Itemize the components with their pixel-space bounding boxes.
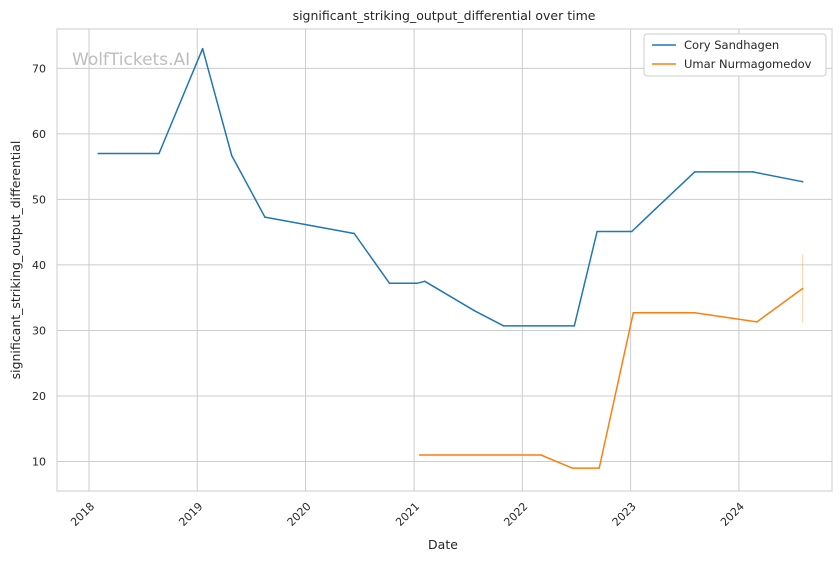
y-tick-label: 70	[32, 62, 46, 75]
data-point-cory-sandhagen	[230, 154, 233, 157]
data-point-cory-sandhagen	[573, 325, 576, 327]
data-point-cory-sandhagen	[596, 230, 598, 233]
data-point-cory-sandhagen	[201, 47, 204, 50]
y-tick-label: 50	[32, 193, 46, 206]
data-point-cory-sandhagen	[630, 230, 633, 233]
data-point-umar-nurmagomedov	[801, 287, 804, 290]
watermark: WolfTickets.AI	[72, 50, 190, 70]
y-tick-label: 60	[32, 128, 46, 141]
series-layer	[97, 47, 804, 469]
plot-frame	[56, 28, 833, 492]
x-axis-label: Date	[428, 537, 458, 552]
data-point-cory-sandhagen	[752, 171, 754, 173]
data-point-cory-sandhagen	[473, 309, 476, 312]
legend: Cory Sandhagen Umar Nurmagomedov	[643, 33, 827, 77]
y-axis-label: significant_striking_output_differential	[8, 141, 23, 380]
legend-box	[643, 33, 827, 77]
data-point-cory-sandhagen	[654, 208, 657, 211]
y-tick-label: 30	[32, 324, 46, 337]
plot-area	[57, 29, 832, 491]
data-point-umar-nurmagomedov	[693, 311, 696, 314]
data-point-cory-sandhagen	[693, 171, 696, 173]
y-tick-label: 10	[32, 456, 46, 469]
data-point-cory-sandhagen	[423, 280, 426, 283]
data-point-cory-sandhagen	[353, 232, 355, 235]
series-line-cory-sandhagen	[98, 47, 803, 327]
data-point-umar-nurmagomedov	[598, 467, 600, 469]
data-point-cory-sandhagen	[97, 152, 100, 155]
data-point-umar-nurmagomedov	[571, 467, 573, 469]
data-point-cory-sandhagen	[801, 180, 804, 183]
legend-label-umar-nurmagomedov: Umar Nurmagomedov	[684, 57, 812, 71]
y-tick-label: 40	[32, 259, 46, 272]
data-point-umar-nurmagomedov	[632, 311, 635, 314]
data-point-cory-sandhagen	[415, 282, 418, 285]
grid	[57, 29, 832, 491]
data-point-cory-sandhagen	[502, 325, 505, 327]
legend-label-cory-sandhagen: Cory Sandhagen	[684, 38, 779, 52]
data-point-umar-nurmagomedov	[756, 321, 758, 323]
y-tick-label: 20	[32, 390, 46, 403]
data-point-cory-sandhagen	[264, 216, 266, 218]
chart-title: significant_striking_output_differential…	[293, 8, 596, 23]
data-point-umar-nurmagomedov	[418, 454, 421, 456]
series-line-umar-nurmagomedov	[419, 287, 804, 469]
data-point-cory-sandhagen	[158, 152, 160, 155]
data-point-cory-sandhagen	[388, 282, 391, 285]
data-point-umar-nurmagomedov	[540, 454, 542, 456]
